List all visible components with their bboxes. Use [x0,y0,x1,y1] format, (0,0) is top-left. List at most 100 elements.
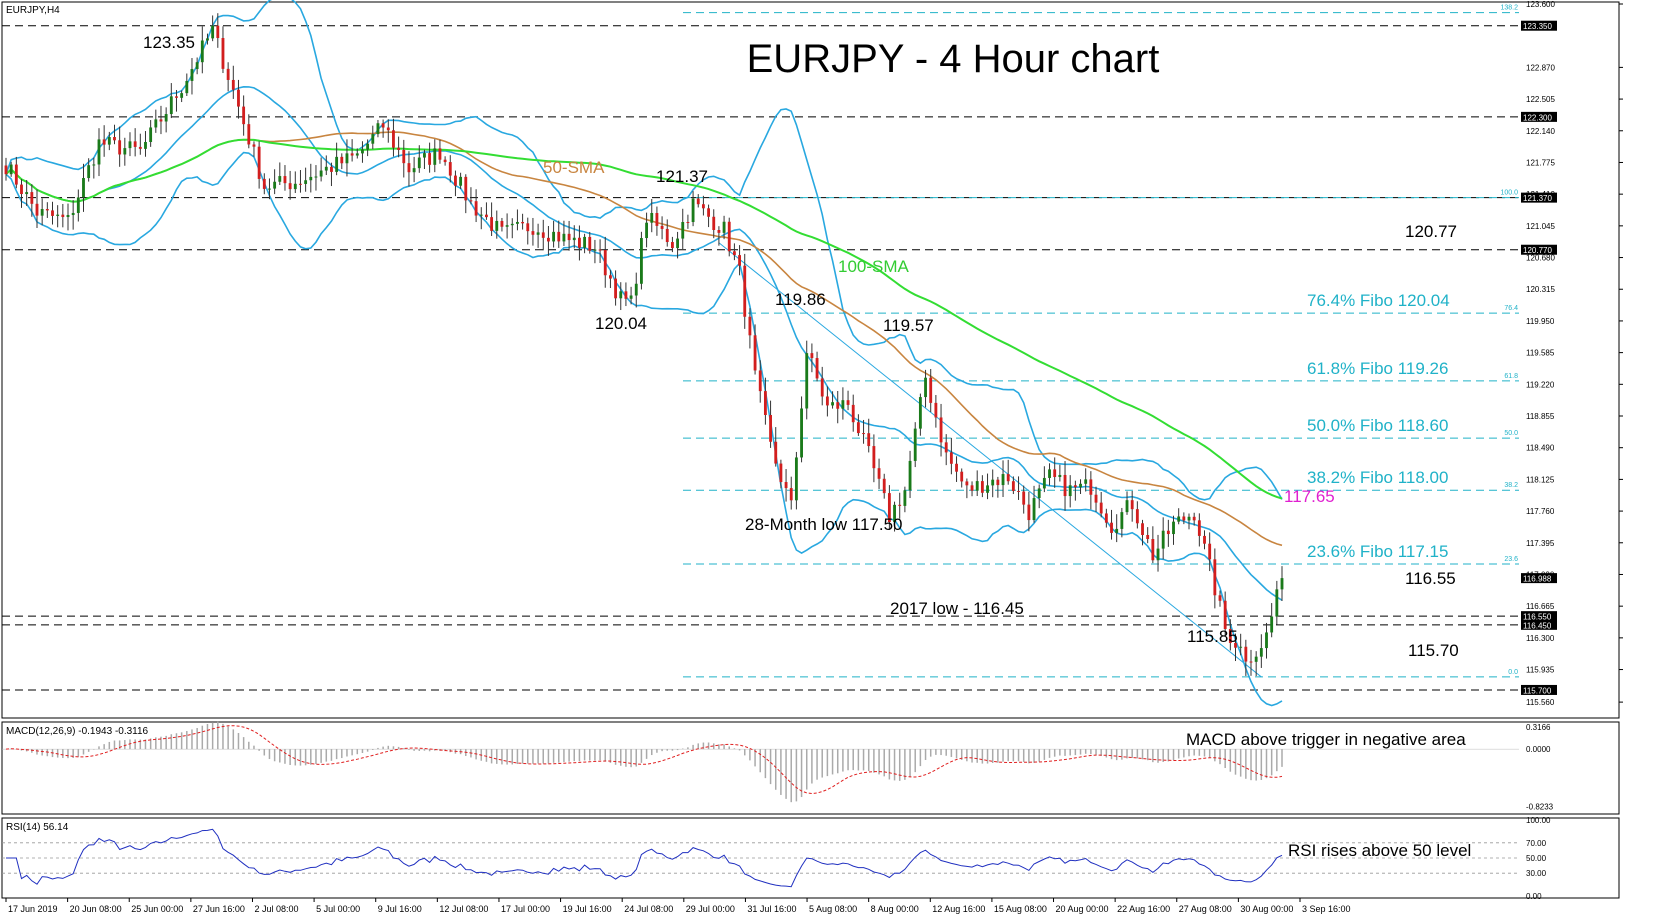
candle [903,486,907,513]
candle [510,218,514,239]
price-annotation: 117.65 [1284,487,1335,506]
candle [1182,512,1186,525]
time-tick: 2 Jul 08:00 [254,904,298,914]
candle [660,216,664,240]
candle [107,131,111,151]
candle [61,203,65,228]
candle [779,459,783,489]
svg-text:122.300: 122.300 [1523,113,1552,122]
price-tick: 122.870 [1526,63,1555,72]
candle [655,206,659,236]
level-label: 116.55 [1405,569,1456,588]
candle [1089,471,1093,510]
candle [350,139,354,162]
candle [629,286,633,305]
candle [87,158,91,182]
price-tick: 120.315 [1526,285,1555,294]
candle [603,236,607,288]
fibo-pct: 138.2 [1500,5,1518,12]
candle [670,236,674,253]
candle [588,231,592,254]
price-tick: 116.300 [1526,634,1555,643]
candle [257,141,261,189]
candle [578,225,581,261]
candle [1265,622,1268,659]
price-annotations: 123.35 121.37 120.04 119.86 119.57 28-Month l… [143,33,1335,646]
price-axis: 123.600122.870122.505122.140121.775121.4… [1521,0,1623,707]
candle [934,395,938,428]
candle [516,209,519,231]
candle [9,161,13,177]
bollinger-lower [5,151,1283,707]
candle [448,155,452,183]
candle [175,89,178,112]
candle [862,419,865,444]
candle [758,360,762,403]
candle [1223,591,1227,637]
candle [619,282,623,311]
svg-text:116.550: 116.550 [1523,613,1552,622]
candle [774,427,778,467]
time-tick: 29 Jul 00:00 [686,904,735,914]
candle [841,387,845,420]
candle [877,458,881,489]
candle [25,180,29,206]
svg-text:123.350: 123.350 [1523,22,1552,31]
candle [784,469,788,502]
candle [789,476,793,510]
candle [20,179,23,208]
candle [180,90,184,103]
price-tick: 122.505 [1526,95,1555,104]
bollinger-upper [5,0,1283,501]
candle [1259,634,1263,668]
candle [547,226,550,256]
candle [283,165,287,191]
candle [836,390,840,424]
svg-text:120.770: 120.770 [1523,246,1552,255]
candle [893,501,896,532]
candle [1094,486,1098,512]
price-tick: 116.665 [1526,602,1555,611]
candle [1213,548,1217,609]
price-box: 115.700 [1521,684,1557,695]
candle [1006,459,1010,485]
candle [262,173,266,195]
price-tick: 119.950 [1526,317,1555,326]
candle [206,33,209,45]
candle [696,194,700,208]
time-tick: 5 Aug 08:00 [809,904,857,914]
time-tick: 19 Jul 16:00 [563,904,612,914]
candle [820,366,824,406]
candle [908,450,912,499]
candle [402,139,406,178]
symbol-label: EURJPY,H4 [6,5,60,16]
candle [133,128,137,157]
candle [614,270,618,306]
fibo-label: 76.4% Fibo 120.04 [1307,291,1450,310]
time-tick: 3 Sep 16:00 [1302,904,1351,914]
candle [944,434,948,466]
candle [769,400,772,448]
time-tick: 8 Aug 00:00 [871,904,919,914]
fibonacci-levels: 138.2 100.0 76.4 76.4% Fibo 120.04 61.8 61.8%… [683,5,1519,678]
rsi-indicator: 100.00 70.00 50.00 30.00 0.00 [2,816,1551,901]
candle [30,184,34,217]
candle [1151,526,1155,564]
macd-panel [1,721,1620,815]
candle [464,174,468,214]
svg-text:116.450: 116.450 [1523,621,1552,630]
candle [1063,461,1067,511]
price-box: 116.988 [1521,573,1557,584]
candle [872,434,876,483]
candle [1079,479,1082,495]
candle [319,157,323,182]
candle [1187,513,1191,530]
time-tick: 27 Aug 08:00 [1179,904,1232,914]
rsi-tick: 0.00 [1526,892,1542,901]
price-annotation: 123.35 [143,33,195,52]
candle [810,343,814,373]
svg-text:121.370: 121.370 [1523,194,1552,203]
candle [469,187,473,205]
level-label: 2017 low - 116.45 [890,599,1024,618]
